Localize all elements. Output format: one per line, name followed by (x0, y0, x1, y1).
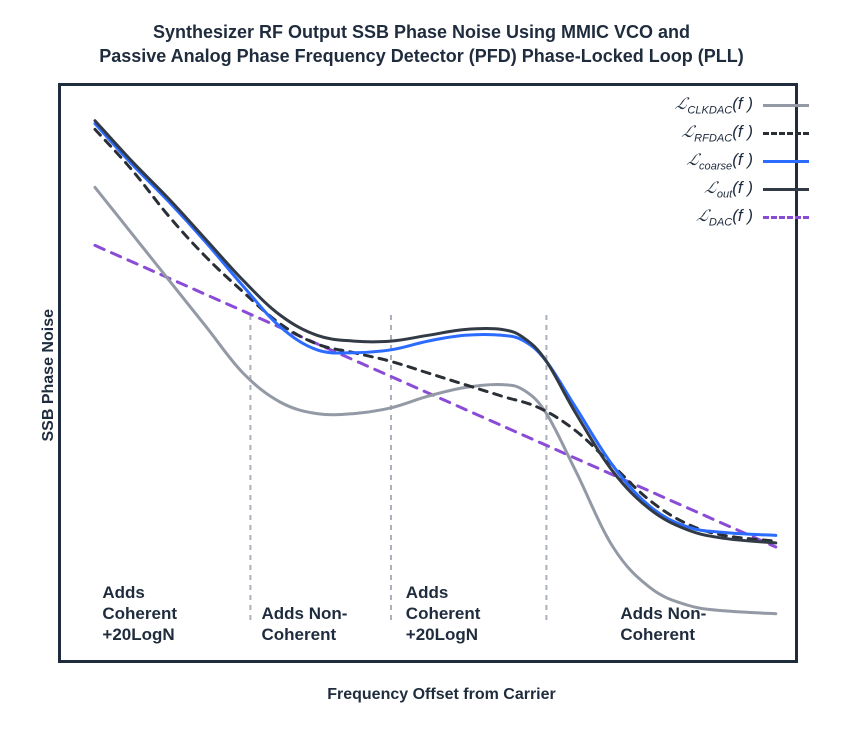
title-line-1: Synthesizer RF Output SSB Phase Noise Us… (153, 22, 690, 42)
y-axis-label: SSB Phase Noise (20, 309, 58, 442)
legend-row-out: ℒout(f ) (674, 177, 809, 203)
legend-label-coarse: ℒcoarse(f ) (686, 150, 753, 172)
phase-noise-chart: Synthesizer RF Output SSB Phase Noise Us… (20, 20, 823, 704)
x-axis-label: Frequency Offset from Carrier (60, 686, 823, 704)
legend-label-rfdac: ℒRFDAC(f ) (681, 122, 753, 144)
legend-swatch-out (763, 188, 809, 191)
legend-row-clkdac: ℒCLKDAC(f ) (674, 93, 809, 119)
legend-swatch-dac (763, 216, 809, 219)
legend-label-out: ℒout(f ) (704, 178, 753, 200)
legend-label-dac: ℒDAC(f ) (696, 206, 753, 228)
plot-area: ℒCLKDAC(f ) ℒRFDAC(f ) ℒcoarse(f ) ℒout(f )… (58, 83, 823, 668)
legend-swatch-coarse (763, 160, 809, 163)
legend-label-clkdac: ℒCLKDAC(f ) (674, 94, 753, 116)
legend-row-rfdac: ℒRFDAC(f ) (674, 121, 809, 147)
legend-swatch-rfdac (763, 132, 809, 135)
legend-row-dac: ℒDAC(f ) (674, 205, 809, 231)
legend: ℒCLKDAC(f ) ℒRFDAC(f ) ℒcoarse(f ) ℒout(f )… (674, 93, 809, 233)
title-line-2: Passive Analog Phase Frequency Detector … (99, 46, 743, 66)
legend-swatch-clkdac (763, 104, 809, 107)
chart-title: Synthesizer RF Output SSB Phase Noise Us… (20, 20, 823, 69)
legend-row-coarse: ℒcoarse(f ) (674, 149, 809, 175)
